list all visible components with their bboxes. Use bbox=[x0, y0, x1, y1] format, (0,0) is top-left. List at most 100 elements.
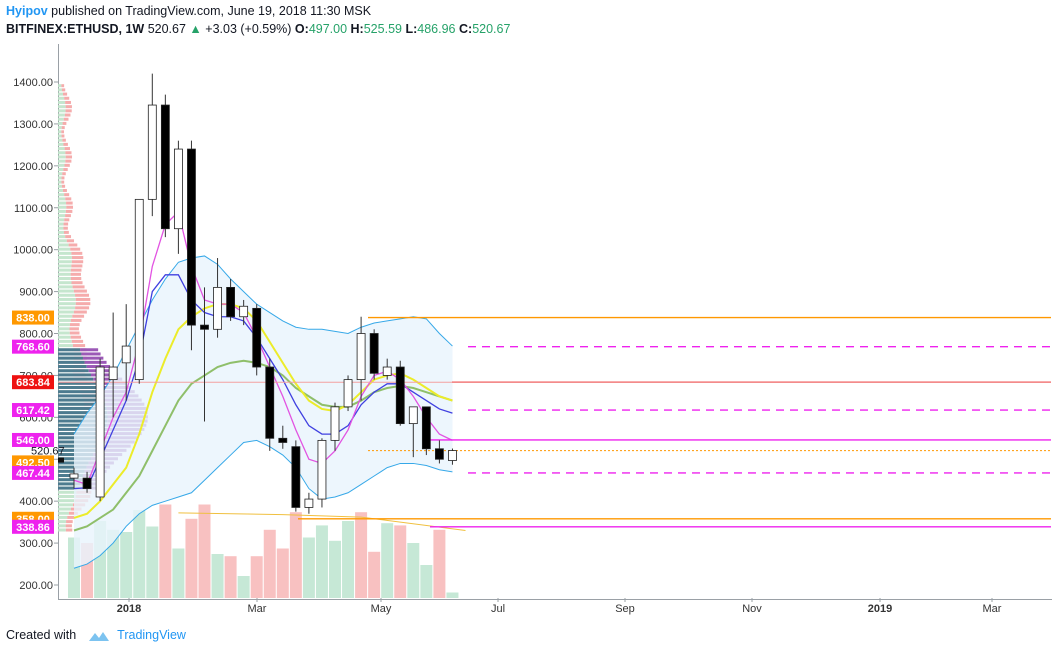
candle-body bbox=[82, 477, 92, 489]
volume-profile-bar bbox=[58, 197, 66, 201]
level-label-box bbox=[12, 375, 54, 390]
volume-profile-bar bbox=[65, 100, 72, 104]
y-tick-label: 1000.00 bbox=[13, 245, 53, 257]
volume-bar bbox=[302, 537, 315, 598]
volume-profile-bar bbox=[58, 117, 64, 121]
volume-profile-bar bbox=[65, 151, 72, 155]
volume-profile-bar bbox=[58, 285, 73, 289]
candlesticks bbox=[69, 73, 457, 514]
volume-profile-bar bbox=[70, 318, 82, 322]
candle-body bbox=[291, 446, 301, 508]
candle-body bbox=[356, 333, 366, 381]
volume-profile-bar bbox=[58, 314, 73, 318]
author-link[interactable]: Hyipov bbox=[6, 4, 48, 18]
volume-profile-bar bbox=[62, 138, 66, 142]
volume-bar bbox=[107, 529, 120, 598]
volume-bar bbox=[159, 504, 172, 598]
level-lines bbox=[58, 316, 1051, 528]
value-area-bar bbox=[58, 461, 89, 465]
volume-profile-bar bbox=[75, 293, 90, 297]
volume-bar bbox=[185, 518, 198, 598]
volume-profile-bar bbox=[71, 281, 83, 285]
value-area-bar bbox=[58, 465, 87, 469]
symbol-name[interactable]: BITFINEX:ETHUSD, 1W bbox=[6, 22, 145, 36]
volume-bar bbox=[446, 592, 459, 598]
candle-body bbox=[147, 104, 157, 200]
value-area-bar bbox=[58, 360, 85, 364]
volume-bar bbox=[368, 551, 381, 598]
current-price-marker bbox=[58, 457, 64, 463]
tradingview-link[interactable]: TradingView bbox=[117, 628, 186, 642]
level-label-box bbox=[12, 339, 54, 354]
lower-trend-line bbox=[178, 512, 466, 532]
volume-profile-bar bbox=[72, 314, 85, 318]
volume-profile-bar bbox=[58, 515, 68, 519]
tradingview-logo-icon bbox=[88, 631, 109, 641]
volume-profile-bar bbox=[63, 168, 68, 172]
x-tick-label: 2019 bbox=[868, 603, 892, 615]
candle-body bbox=[239, 305, 249, 318]
volume-profile-bar bbox=[63, 117, 69, 121]
volume-profile-bar bbox=[71, 264, 83, 268]
volume-profile-bar bbox=[65, 528, 73, 532]
value-area-bar bbox=[58, 415, 108, 419]
volume-profile-bar bbox=[61, 126, 65, 130]
y-tick-label: 800.00 bbox=[19, 329, 53, 341]
volume-profile-bar bbox=[72, 344, 86, 348]
volume-profile-bar bbox=[58, 184, 62, 188]
volume-profile-bar bbox=[58, 214, 66, 218]
volume-profile-bar bbox=[58, 331, 70, 335]
volume-profile-bar bbox=[58, 201, 67, 205]
value-area-bar bbox=[58, 365, 87, 369]
candle-body bbox=[434, 448, 444, 460]
level-label-box bbox=[12, 432, 54, 447]
volume-profile-bar bbox=[58, 318, 71, 322]
y-tick-label: 1100.00 bbox=[14, 203, 53, 215]
value-area-bar bbox=[58, 486, 79, 490]
candle-body bbox=[343, 379, 353, 408]
volume-profile-bar bbox=[69, 331, 80, 335]
candle-body bbox=[330, 406, 340, 441]
symbol-line: BITFINEX:ETHUSD, 1W 520.67 ▲ +3.03 (+0.5… bbox=[6, 22, 510, 36]
volume-profile-bar bbox=[58, 109, 66, 113]
volume-profile-bar bbox=[65, 159, 72, 163]
volume-bar bbox=[172, 548, 185, 598]
candle-body bbox=[408, 406, 418, 425]
volume-profile-bar bbox=[58, 176, 62, 180]
volume-profile-bar bbox=[75, 306, 90, 310]
value-area-bar bbox=[82, 356, 104, 360]
value-area-bar bbox=[58, 377, 94, 381]
volume-profile-bar bbox=[64, 113, 71, 117]
volume-profile-bar bbox=[63, 230, 69, 234]
volume-profile-bar bbox=[70, 335, 82, 339]
volume-profile-bar bbox=[65, 109, 72, 113]
value-area-bar bbox=[58, 482, 81, 486]
volume-profile-bar bbox=[58, 235, 66, 239]
value-area-bar bbox=[58, 381, 96, 385]
volume-profile-bar bbox=[58, 247, 71, 251]
level-label-text: 467.44 bbox=[16, 468, 51, 480]
volume-profile-bar bbox=[58, 105, 66, 109]
volume-bar bbox=[407, 543, 420, 598]
volume-profile-bar bbox=[58, 281, 72, 285]
close-label: C: bbox=[458, 22, 473, 36]
candle-body bbox=[265, 366, 275, 439]
value-area-bar bbox=[58, 478, 82, 482]
volume-profile-bar bbox=[58, 126, 62, 130]
value-area-bar bbox=[80, 348, 99, 352]
volume-profile-bar bbox=[58, 121, 63, 125]
high-value: 525.59 bbox=[363, 22, 402, 36]
volume-profile-bar bbox=[71, 251, 83, 255]
volume-profile-bar bbox=[71, 256, 84, 260]
volume-profile-bar bbox=[68, 511, 78, 515]
candle-body bbox=[121, 345, 131, 364]
volume-bar bbox=[342, 521, 355, 598]
volume-profile-bar bbox=[63, 222, 69, 226]
level-label-text: 338.86 bbox=[16, 522, 50, 534]
volume-profile-bar bbox=[58, 503, 73, 507]
volume-bar bbox=[420, 565, 433, 598]
level-label-box bbox=[12, 465, 54, 480]
volume-profile-bar bbox=[58, 264, 72, 268]
level-label-box bbox=[12, 519, 54, 534]
